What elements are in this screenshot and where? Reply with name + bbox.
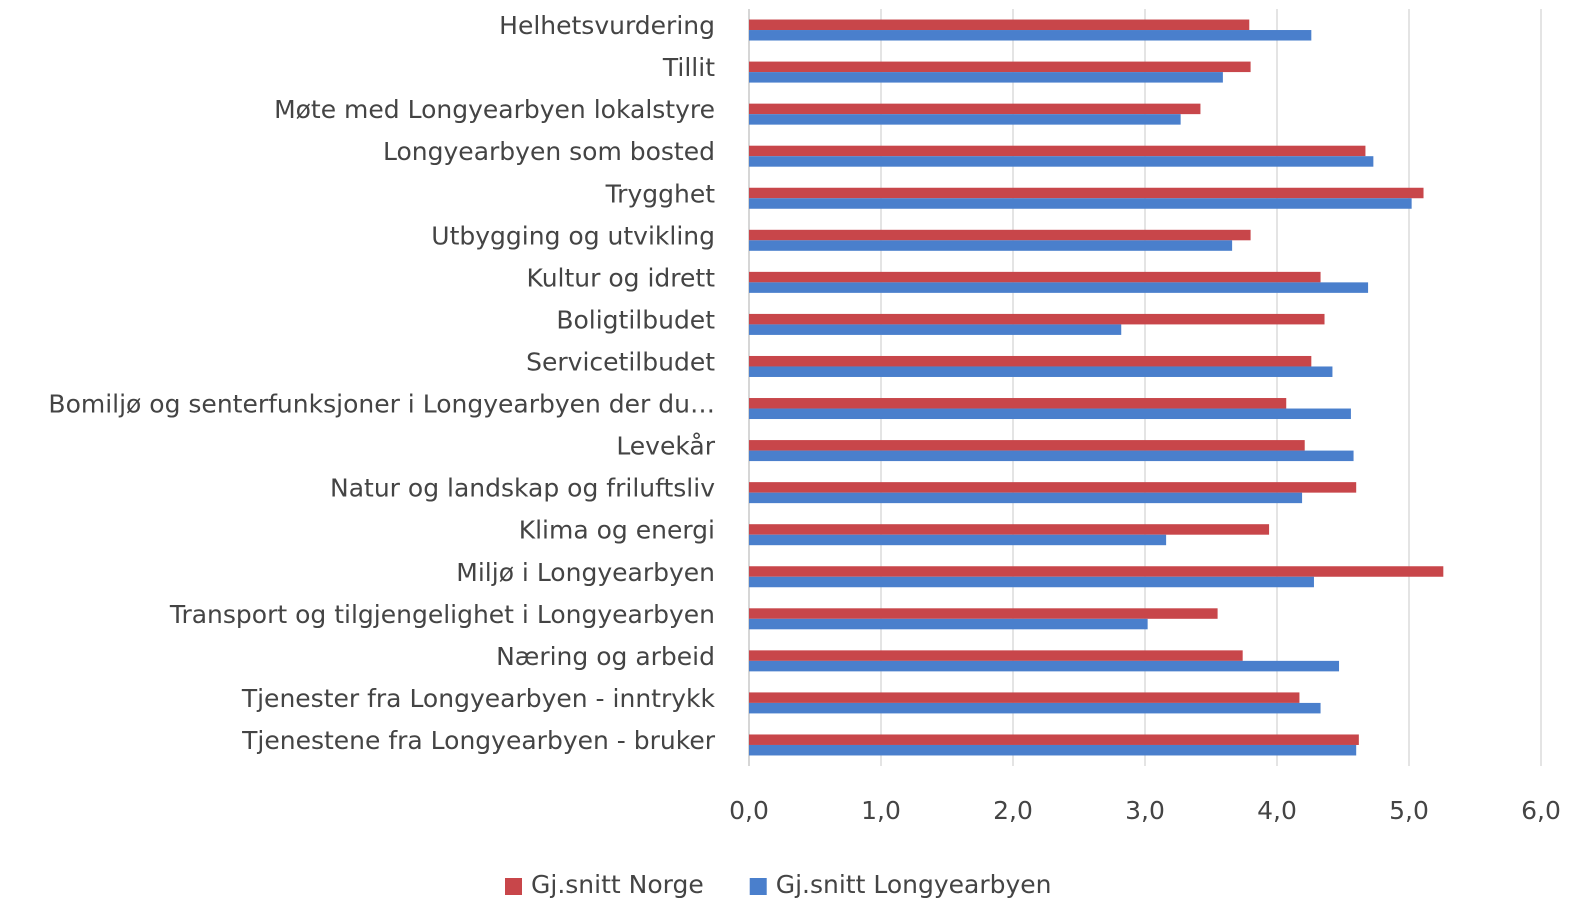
bar <box>749 61 1251 73</box>
bar <box>749 650 1243 661</box>
bar <box>749 313 1325 325</box>
x-tick-label: 1,0 <box>861 796 901 825</box>
bar <box>749 145 1366 157</box>
bar <box>749 566 1444 577</box>
bar <box>749 702 1321 714</box>
category-label: Longyearbyen som bosted <box>383 137 715 166</box>
category-label: Natur og landskap og friluftsliv <box>330 474 715 503</box>
bar <box>749 744 1357 756</box>
x-tick-label: 6,0 <box>1521 796 1561 825</box>
bar <box>749 156 1374 167</box>
bar <box>749 576 1314 588</box>
bar <box>749 198 1412 209</box>
category-label: Tillit <box>662 53 715 82</box>
bar <box>749 187 1424 199</box>
bar <box>749 271 1321 283</box>
category-label: Boligtilbudet <box>556 305 715 334</box>
legend-label: Gj.snitt Longyearbyen <box>776 870 1052 899</box>
x-tick-label: 2,0 <box>993 796 1033 825</box>
bar <box>749 324 1122 335</box>
bar <box>749 450 1354 462</box>
bar <box>749 482 1357 493</box>
category-label: Næring og arbeid <box>496 642 715 671</box>
bar <box>749 608 1218 619</box>
category-label: Servicetilbudet <box>526 347 715 376</box>
category-label: Tjenester fra Longyearbyen - inntrykk <box>241 684 716 713</box>
bar <box>749 30 1312 41</box>
bar <box>749 282 1369 293</box>
category-label: Transport og tilgjengelighet i Longyearb… <box>169 600 715 629</box>
category-label: Trygghet <box>605 179 716 208</box>
bar <box>749 692 1300 703</box>
bar <box>749 408 1351 420</box>
bar <box>749 618 1148 630</box>
x-tick-label: 4,0 <box>1257 796 1297 825</box>
bar <box>749 734 1359 745</box>
category-label: Klima og energi <box>519 516 715 545</box>
category-label: Utbygging og utvikling <box>431 221 715 250</box>
category-label: Tjenestene fra Longyearbyen - bruker <box>241 726 716 755</box>
bar <box>749 103 1201 115</box>
x-tick-label: 0,0 <box>729 796 769 825</box>
x-tick-label: 5,0 <box>1389 796 1429 825</box>
bar <box>749 229 1251 241</box>
category-label: Helhetsvurdering <box>499 11 715 40</box>
bar <box>749 366 1333 377</box>
category-label: Miljø i Longyearbyen <box>456 558 715 587</box>
legend-label: Gj.snitt Norge <box>531 870 704 899</box>
bar <box>749 492 1303 504</box>
bar <box>749 19 1250 31</box>
category-label: Levekår <box>616 432 715 461</box>
bar <box>749 440 1305 451</box>
category-label: Kultur og idrett <box>527 263 716 292</box>
bar <box>749 114 1181 125</box>
bar <box>749 524 1270 535</box>
legend-swatch <box>505 878 522 895</box>
bar <box>749 398 1287 409</box>
bar <box>749 660 1340 672</box>
bar <box>749 534 1167 546</box>
legend-swatch <box>749 878 767 895</box>
bar <box>749 240 1233 251</box>
x-tick-label: 3,0 <box>1125 796 1165 825</box>
bar <box>749 355 1312 367</box>
category-label: Bomiljø og senterfunksjoner i Longyearby… <box>48 390 715 419</box>
bar <box>749 72 1223 83</box>
category-label: Møte med Longyearbyen lokalstyre <box>274 95 715 124</box>
